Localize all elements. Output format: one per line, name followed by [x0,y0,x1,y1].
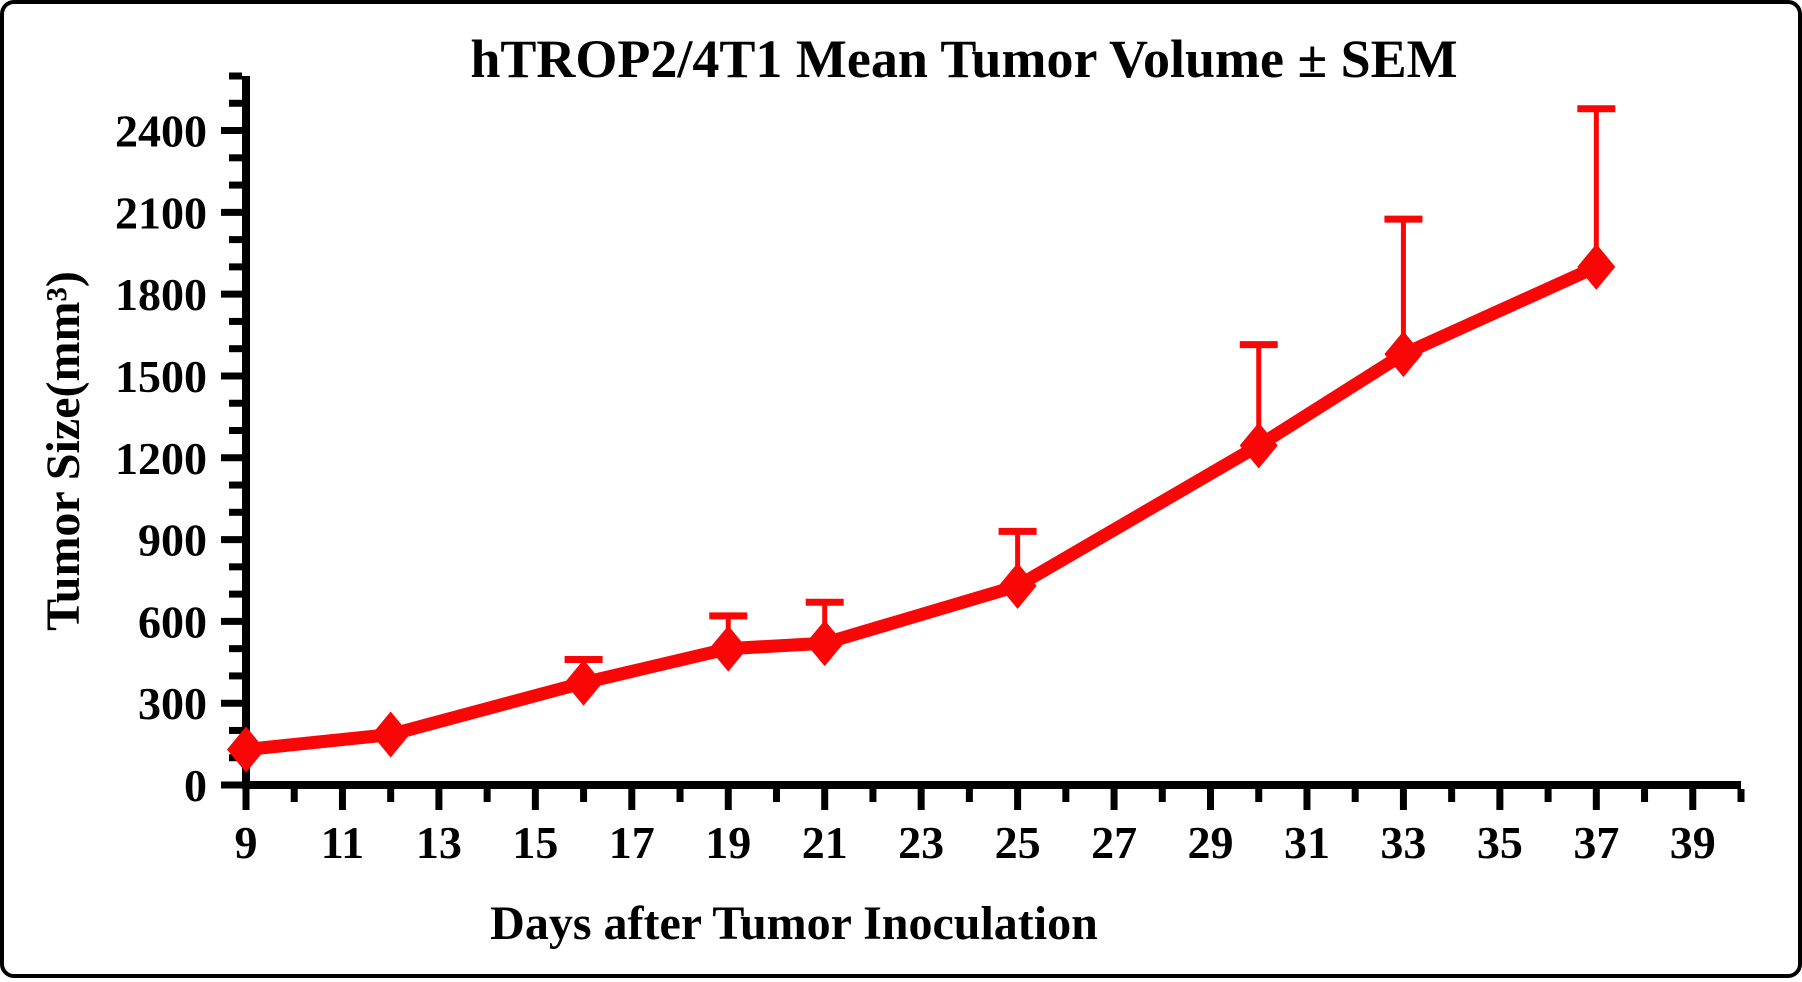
data-point-marker [371,711,410,758]
x-tick-label: 25 [995,817,1041,868]
x-tick-label: 9 [235,817,258,868]
data-point-marker [1384,331,1423,378]
tumor-volume-line-chart: 0 300 600 900 1200 1500 1800 2100 2400 9 11 13 15 17 1… [115,72,1745,868]
x-tick-label: 27 [1091,817,1137,868]
x-axis-title: Days after Tumor Inoculation [490,897,1098,950]
data-point-marker [1577,243,1616,290]
y-tick-label: 0 [184,760,207,811]
series-line [245,260,1600,757]
data-point-marker [805,620,844,667]
y-tick-label: 900 [138,515,207,566]
x-tick-label: 35 [1477,817,1523,868]
y-tick-label: 2100 [115,187,207,238]
x-tick-label: 15 [512,817,558,868]
y-tick-label: 2400 [115,106,207,157]
x-tick-label: 29 [1188,817,1234,868]
x-tick-label: 23 [898,817,944,868]
y-tick-label: 1200 [115,433,207,484]
x-tick-label: 13 [416,817,462,868]
data-point-marker [227,726,265,773]
data-point-marker [1239,422,1278,469]
x-tick-label: 33 [1380,817,1426,868]
data-point-marker [998,562,1037,609]
data-point-marker [709,625,748,672]
x-tick-label: 39 [1670,817,1716,868]
x-tick-label: 31 [1284,817,1330,868]
x-tick-label: 21 [802,817,848,868]
x-tick-label: 17 [609,817,655,868]
y-tick-label: 600 [138,596,207,647]
chart-title: hTROP2/4T1 Mean Tumor Volume ± SEM [470,29,1458,89]
y-tick-label: 1800 [115,269,207,320]
y-tick-label: 300 [138,678,207,729]
data-point-marker [564,659,603,706]
y-tick-label: 1500 [115,351,207,402]
x-tick-label: 11 [321,817,364,868]
x-tick-label: 19 [705,817,751,868]
x-tick-label: 37 [1573,817,1619,868]
